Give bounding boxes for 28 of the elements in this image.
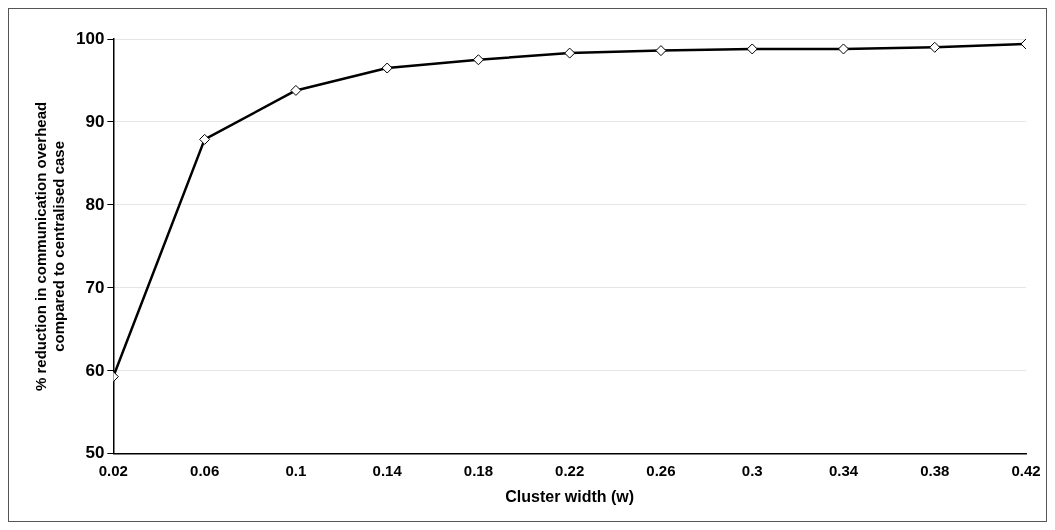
x-tick-label: 0.1 — [285, 461, 307, 479]
point — [655, 45, 667, 57]
y-tick-label: 50 — [85, 443, 105, 463]
x-tick-label: 0.02 — [98, 461, 128, 479]
y-tick-label: 60 — [85, 360, 105, 380]
y-tick-label: 90 — [85, 111, 105, 131]
x-tick-label: 0.38 — [920, 461, 950, 479]
point — [564, 47, 576, 59]
x-tick-label: 0.06 — [190, 461, 220, 479]
point — [290, 84, 302, 96]
x-tick-label: 0.26 — [646, 461, 676, 479]
x-tick-label: 0.42 — [1011, 461, 1041, 479]
x-tick-label: 0.18 — [463, 461, 494, 479]
y-tick-label: 100 — [75, 28, 105, 48]
point — [472, 54, 484, 66]
point — [746, 43, 758, 55]
x-axis-title: Cluster width (w) — [505, 487, 635, 505]
y-tick-label: 70 — [85, 277, 105, 297]
x-tick-label: 0.22 — [555, 461, 585, 479]
y-tick-label: 80 — [85, 194, 105, 214]
point — [837, 43, 849, 55]
x-tick-label: 0.3 — [741, 461, 763, 479]
y-axis-title: % reduction in communication overhead compared to centralised case — [32, 101, 68, 392]
point — [929, 41, 941, 53]
x-tick-label: 0.34 — [828, 461, 859, 479]
point — [381, 62, 393, 74]
x-tick-label: 0.14 — [372, 461, 403, 479]
point — [199, 133, 211, 145]
